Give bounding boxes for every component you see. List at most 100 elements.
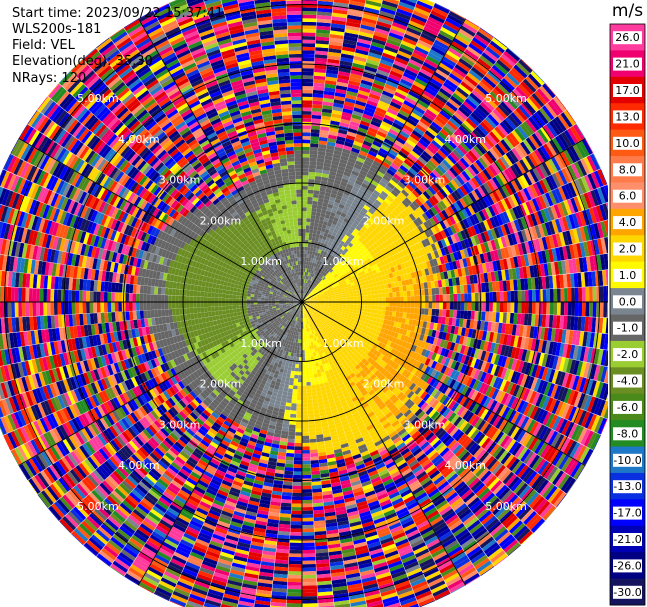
radar-gate <box>319 187 326 192</box>
radar-gate <box>302 200 308 204</box>
radar-gate <box>302 264 304 269</box>
radar-gate <box>485 116 497 129</box>
radar-gate <box>302 39 316 44</box>
radar-gate <box>446 294 451 302</box>
radar-gate <box>407 23 423 33</box>
radar-gate <box>428 288 433 296</box>
radar-gate <box>435 309 440 317</box>
radar-gate <box>386 152 397 160</box>
radar-gate <box>477 104 490 117</box>
radar-gate <box>348 242 354 248</box>
radar-gate <box>309 280 313 285</box>
radar-gate <box>506 291 511 302</box>
radar-gate <box>373 31 389 39</box>
radar-gate <box>391 209 399 218</box>
radar-gate <box>318 273 322 278</box>
radar-gate <box>307 287 310 291</box>
radar-gate <box>395 311 400 318</box>
radar-gate <box>317 0 334 6</box>
radar-gate <box>389 302 394 307</box>
radar-gate <box>368 182 377 190</box>
radar-gate <box>315 271 319 276</box>
radar-gate <box>386 107 399 116</box>
radar-gate <box>432 302 436 309</box>
radar-gate <box>367 55 381 63</box>
radar-gate <box>314 237 319 242</box>
radar-gate <box>421 114 433 125</box>
radar-gate <box>393 173 402 182</box>
radar-gate <box>389 28 405 37</box>
radar-gate <box>309 225 314 230</box>
radar-gate <box>481 282 486 293</box>
radar-gate <box>329 37 344 43</box>
radar-gate <box>332 298 336 301</box>
radar-gate <box>363 204 371 211</box>
radar-gate <box>443 53 459 64</box>
radar-gate <box>408 181 417 190</box>
radar-gate <box>424 177 434 186</box>
radar-gate <box>451 40 466 52</box>
radar-gate <box>507 93 521 107</box>
radar-gate <box>420 93 433 103</box>
radar-gate <box>444 156 455 167</box>
radar-gate <box>304 246 308 251</box>
radar-gate <box>351 114 362 121</box>
radar-gate <box>316 230 321 235</box>
radar-gate <box>348 154 358 161</box>
radar-gate <box>384 217 391 225</box>
radar-gate <box>351 231 357 237</box>
radar-gate <box>310 290 314 294</box>
radar-gate <box>334 254 339 259</box>
radar-gate <box>395 170 405 179</box>
radar-gate <box>346 304 351 307</box>
radar-gate <box>312 287 316 291</box>
radar-gate <box>452 149 463 160</box>
radar-gate <box>308 254 312 259</box>
radar-gate <box>367 127 378 134</box>
radar-gate <box>306 218 311 223</box>
radar-gate <box>308 232 313 237</box>
radar-gate <box>306 221 311 226</box>
radar-gate <box>425 55 440 66</box>
radar-gate <box>466 46 482 58</box>
radar-gate <box>324 240 329 245</box>
radar-gate <box>303 297 306 301</box>
radar-gate <box>367 298 372 302</box>
radar-gate <box>328 246 334 251</box>
radar-gate <box>349 76 362 83</box>
radar-gate <box>420 308 425 315</box>
radar-gate <box>357 213 364 220</box>
radar-gate <box>438 309 443 317</box>
radar-gate <box>477 124 489 136</box>
radar-gate <box>315 32 330 38</box>
radar-gate <box>406 93 419 103</box>
radar-gate <box>353 107 365 114</box>
radar-gate <box>319 253 323 258</box>
radar-gate <box>315 172 323 177</box>
radar-gate <box>320 280 325 285</box>
radar-gate <box>481 52 496 65</box>
radar-gate <box>462 139 473 151</box>
radar-gate <box>473 86 487 99</box>
radar-gate <box>415 42 431 53</box>
radar-gate <box>398 47 413 56</box>
radar-gate <box>419 182 428 191</box>
radar-gate <box>417 39 433 49</box>
radar-gate <box>359 185 367 193</box>
radar-gate <box>457 293 461 302</box>
radar-gate <box>314 64 327 70</box>
radar-gate <box>415 123 427 133</box>
radar-gate <box>403 296 408 302</box>
radar-gate <box>439 161 450 172</box>
radar-gate <box>302 71 314 76</box>
radar-gate <box>317 282 321 286</box>
radar-gate <box>305 295 309 299</box>
radar-gate <box>354 103 366 111</box>
radar-gate <box>442 309 447 317</box>
radar-gate <box>375 24 391 32</box>
radar-gate <box>369 45 384 53</box>
radar-gate <box>510 91 524 105</box>
radar-gate <box>410 164 421 174</box>
radar-gate <box>391 311 397 317</box>
radar-gate <box>485 302 490 312</box>
